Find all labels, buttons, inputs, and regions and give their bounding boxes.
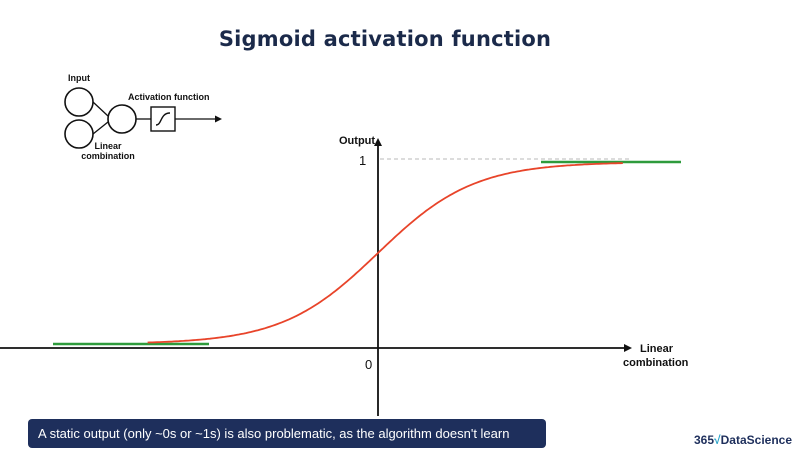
brand-name: DataScience xyxy=(720,433,792,447)
input-label: Input xyxy=(68,73,90,83)
y-tick-0: 0 xyxy=(365,357,372,372)
input-edge-2 xyxy=(92,121,109,135)
y-axis-arrow-icon xyxy=(374,138,382,146)
y-axis-label: Output xyxy=(339,135,375,147)
activation-function-label: Activation function xyxy=(128,92,210,102)
input-edge-1 xyxy=(92,101,109,117)
activation-box xyxy=(150,106,176,132)
page-title: Sigmoid activation function xyxy=(218,27,552,51)
x-axis-label-line1: Linear xyxy=(640,343,674,355)
brand-prefix: 365 xyxy=(694,433,715,447)
input-node-1 xyxy=(64,87,94,117)
sigmoid-curve xyxy=(147,162,623,344)
sum-node xyxy=(107,104,137,134)
y-tick-1: 1 xyxy=(359,153,366,168)
neuron-diagram: Input Activation function Linear combina… xyxy=(64,73,222,161)
caption-banner: A static output (only ~0s or ~1s) is als… xyxy=(28,419,546,448)
output-arrow-icon xyxy=(215,115,222,123)
linear-label-line2: combination xyxy=(81,151,135,161)
brand-logo: 365√DataScience xyxy=(694,431,792,449)
sigmoid-glyph-icon xyxy=(155,112,171,126)
x-axis-arrow-icon xyxy=(624,344,632,352)
x-axis-label-line2: combination xyxy=(623,357,689,369)
chart: Output 1 0 Linear combination xyxy=(0,135,689,416)
sqrt-icon: √ xyxy=(714,433,721,447)
linear-label-line1: Linear xyxy=(94,141,122,151)
input-node-2 xyxy=(64,119,94,149)
